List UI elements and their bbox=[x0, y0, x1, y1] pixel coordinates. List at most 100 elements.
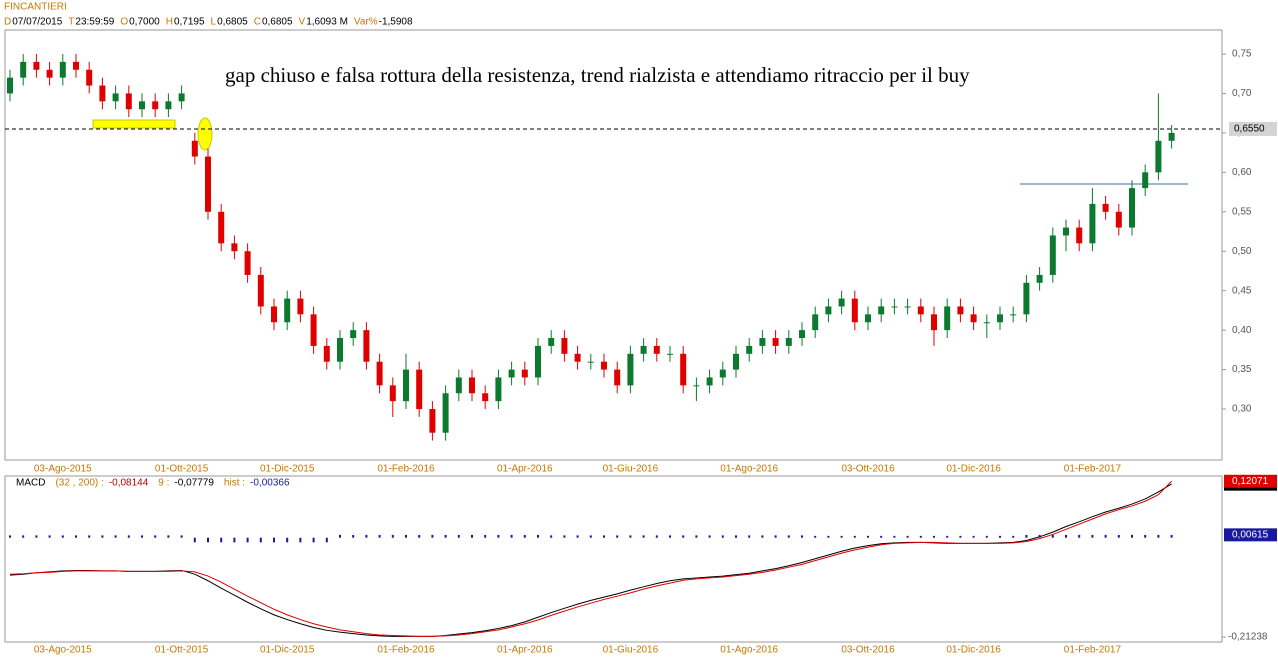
price-panel bbox=[4, 29, 1223, 461]
last-value-label: 0,00615 bbox=[1232, 529, 1269, 540]
candle-body bbox=[297, 298, 304, 315]
field-value: 0,7000 bbox=[129, 17, 160, 28]
last-value-box bbox=[1224, 528, 1277, 542]
y-tick-label: 0,50 bbox=[1232, 246, 1252, 257]
symbol-title: FINCANTIERI bbox=[4, 2, 67, 13]
candle-body bbox=[799, 330, 805, 339]
candle-body bbox=[944, 306, 951, 331]
candle-body bbox=[1115, 211, 1122, 228]
x-tick-label: 01-Giu-2016 bbox=[603, 464, 659, 475]
candle-body bbox=[865, 314, 871, 323]
field-value: 07/07/2015 bbox=[12, 17, 62, 28]
candle-body bbox=[125, 93, 132, 110]
x-tick-label: 01-Ago-2016 bbox=[720, 464, 778, 475]
candle-body bbox=[653, 345, 660, 354]
candle-body bbox=[33, 61, 40, 70]
candle-body bbox=[442, 393, 449, 433]
y-tick-label: 0,30 bbox=[1232, 404, 1252, 415]
candle-body bbox=[535, 345, 541, 378]
candle-body bbox=[1076, 227, 1083, 244]
candle-body bbox=[99, 85, 106, 102]
candle-body bbox=[759, 338, 766, 346]
y-tick-label: 0,70 bbox=[1232, 88, 1252, 99]
field-key: Var% bbox=[354, 17, 378, 28]
candle-body bbox=[271, 306, 277, 323]
candle-body bbox=[323, 345, 330, 362]
candle-body bbox=[521, 369, 528, 378]
annotation: gap chiuso e falsa rottura della resiste… bbox=[225, 63, 970, 87]
field-key: C bbox=[254, 17, 261, 28]
x-tick-label: 01-Dic-2015 bbox=[260, 645, 315, 656]
field-key: V bbox=[299, 17, 306, 28]
candle-body bbox=[772, 338, 779, 346]
x-tick-label: 01-Feb-2016 bbox=[377, 464, 435, 475]
candle-body bbox=[350, 330, 357, 339]
candle-body bbox=[970, 314, 977, 323]
candle-body bbox=[86, 69, 93, 86]
candle-body bbox=[706, 377, 713, 386]
readout-label: hist : bbox=[224, 478, 245, 489]
candle-body bbox=[785, 338, 792, 346]
candle-body bbox=[205, 156, 211, 212]
field-key: H bbox=[166, 17, 173, 28]
y-tick-label: 0,45 bbox=[1232, 285, 1252, 296]
candle-body bbox=[917, 306, 924, 315]
last-value-label: 0,12071 bbox=[1232, 476, 1269, 487]
x-tick-label: 03-Ott-2016 bbox=[841, 464, 895, 475]
candle-body bbox=[389, 385, 396, 402]
field-value: 1,6093 M bbox=[306, 17, 348, 28]
x-tick-label: 01-Feb-2017 bbox=[1064, 645, 1122, 656]
candle-body bbox=[574, 353, 581, 362]
candle-body bbox=[983, 322, 990, 324]
x-tick-label: 01-Ott-2015 bbox=[155, 464, 209, 475]
y-tick-label: 0,55 bbox=[1232, 206, 1252, 217]
macd-title: MACD bbox=[16, 478, 45, 489]
candle-body bbox=[376, 361, 383, 386]
candle-body bbox=[601, 361, 607, 370]
candle-body bbox=[231, 243, 238, 252]
field-key: D bbox=[4, 17, 11, 28]
candle-body bbox=[904, 306, 911, 308]
readout-value: -0,08144 bbox=[109, 478, 149, 489]
field-value: 23:59:59 bbox=[75, 17, 114, 28]
candle-body bbox=[508, 369, 515, 378]
last-value-box bbox=[1224, 474, 1277, 488]
candle-body bbox=[1155, 140, 1162, 173]
candle-body bbox=[548, 338, 555, 346]
candle-body bbox=[284, 298, 291, 323]
x-tick-label: 03-Ago-2015 bbox=[34, 645, 92, 656]
candle-body bbox=[587, 361, 594, 363]
candle-body bbox=[838, 298, 845, 307]
x-tick-label: 01-Dic-2016 bbox=[946, 645, 1001, 656]
candle-body bbox=[46, 69, 53, 78]
candle-body bbox=[627, 353, 634, 386]
candle-body bbox=[403, 369, 409, 402]
candle-body bbox=[1089, 203, 1096, 244]
x-tick-label: 01-Feb-2016 bbox=[377, 645, 435, 656]
candle-body bbox=[746, 345, 753, 354]
candle-body bbox=[680, 353, 687, 386]
candle-body bbox=[244, 251, 251, 275]
readout-value: -0,00366 bbox=[250, 478, 290, 489]
candle-body bbox=[165, 101, 172, 110]
candle-body bbox=[1049, 235, 1056, 275]
candle-body bbox=[152, 101, 159, 110]
candle-body bbox=[1063, 227, 1069, 236]
candle-body bbox=[482, 393, 489, 402]
x-tick-label: 01-Apr-2016 bbox=[497, 645, 553, 656]
candle-body bbox=[218, 211, 225, 244]
candle-body bbox=[1142, 172, 1149, 189]
candle-body bbox=[7, 77, 13, 94]
x-tick-label: 01-Ago-2016 bbox=[720, 645, 778, 656]
field-key: T bbox=[68, 17, 74, 28]
price-box bbox=[1229, 121, 1277, 136]
readout-label: 9 : bbox=[158, 478, 169, 489]
candle-body bbox=[1023, 282, 1030, 315]
field-value: 0,6805 bbox=[262, 17, 293, 28]
candle-body bbox=[812, 314, 819, 331]
candle-body bbox=[191, 140, 198, 157]
y-tick-label: -0,21238 bbox=[1228, 632, 1268, 643]
field-value: 0,6805 bbox=[217, 17, 248, 28]
readout-value: -0,07779 bbox=[174, 478, 214, 489]
